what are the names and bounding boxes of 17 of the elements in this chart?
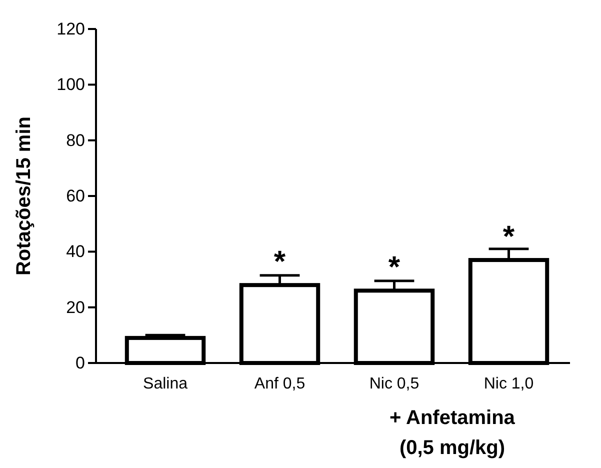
- x-tick-label: Salina: [143, 375, 188, 392]
- y-tick-label: 60: [66, 186, 85, 206]
- text: + Anfetamina: [390, 407, 516, 429]
- y-tick-label: 100: [56, 75, 85, 94]
- y-tick-label: 40: [66, 242, 85, 262]
- y-tick-label: 0: [76, 353, 85, 372]
- annotation: *: [502, 220, 515, 254]
- x-tick-label: Nic 1,0: [484, 375, 534, 392]
- x-tick-label: Nic 0,5: [369, 375, 420, 392]
- annotation: *: [388, 250, 400, 284]
- x-tick-label: Anf 0,5: [254, 375, 306, 392]
- annotation: *: [274, 245, 286, 278]
- y-tick-label: 80: [66, 130, 85, 150]
- y-tick-label: 20: [66, 298, 85, 317]
- y-axis-title: Rotações/15 min: [13, 116, 35, 276]
- y-tick-label: 120: [56, 19, 85, 38]
- text: (0,5 mg/kg): [399, 437, 506, 459]
